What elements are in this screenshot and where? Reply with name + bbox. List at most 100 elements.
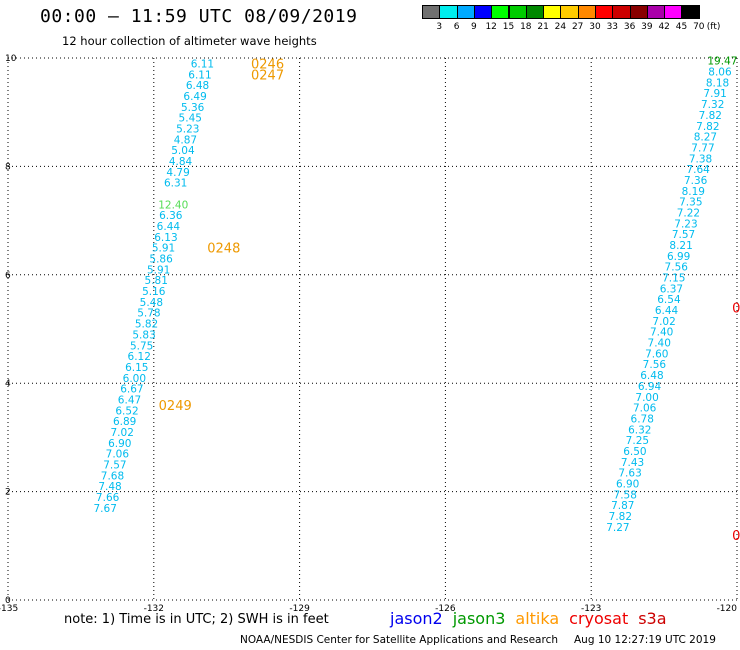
color-scale-label: 6 (453, 22, 460, 32)
wave-height-label: 6.44 (655, 305, 679, 317)
wave-height-label: 7.67 (94, 503, 117, 515)
wave-height-label: 6.36 (159, 210, 183, 222)
wave-height-label: 7.87 (611, 500, 634, 512)
wave-height-label: 7.02 (652, 316, 675, 328)
pass-time-label: 0249 (159, 399, 192, 414)
wave-height-label: 7.48 (98, 481, 121, 493)
wave-height-label: 6.11 (188, 69, 211, 81)
wave-height-label: 7.27 (606, 522, 629, 534)
credits-line: NOAA/NESDIS Center for Satellite Applica… (240, 634, 716, 646)
wave-height-label: 7.06 (633, 403, 657, 415)
wave-height-label: 6.52 (115, 405, 138, 417)
pass-time-label: 01 (732, 301, 740, 316)
wave-height-label: 7.56 (643, 359, 667, 371)
wave-height-label: 7.68 (101, 470, 124, 482)
wave-height-label: 7.57 (672, 229, 695, 241)
wave-height-label: 5.23 (176, 123, 199, 135)
legend-altika: altika (515, 609, 560, 628)
wave-height-label: 6.78 (631, 413, 654, 425)
wave-height-label: 5.16 (142, 286, 166, 298)
x-tick-label: -135 (0, 604, 18, 614)
wave-height-label: 5.91 (147, 264, 170, 276)
wave-height-label: 7.32 (701, 99, 724, 111)
wave-height-label: 5.75 (130, 340, 153, 352)
color-scale-legend: (ft) 3 6 9 12 15 18 21 24 27 30 33 36 39 42 45 70 (422, 5, 732, 35)
legend-cryosat: cryosat (569, 609, 629, 628)
wave-height-label: 5.04 (171, 145, 195, 157)
wave-height-label: 4.87 (174, 134, 197, 146)
wave-height-label: 5.81 (145, 275, 168, 287)
pass-time-label: 0104 (732, 529, 740, 544)
y-tick-label: 2 (5, 488, 11, 498)
wave-height-label: 6.13 (154, 232, 177, 244)
wave-height-label: 8.21 (669, 240, 692, 252)
wave-height-label: 5.45 (179, 113, 202, 125)
color-scale-label: 9 (471, 22, 477, 32)
wave-height-label: 6.31 (164, 178, 187, 190)
color-scale-label: 12 (485, 22, 497, 32)
wave-height-label: 6.00 (123, 373, 146, 385)
wave-height-label: 7.66 (96, 492, 120, 504)
wave-height-label: 6.11 (191, 58, 214, 70)
y-tick-label: 6 (5, 271, 11, 281)
wave-height-label: 4.84 (169, 156, 193, 168)
x-tick-label: -123 (581, 604, 601, 614)
wave-height-label: 7.58 (614, 489, 637, 501)
color-scale-label: 24 (554, 22, 567, 32)
color-scale-label: 45 (675, 22, 688, 32)
wave-height-label: 4.79 (166, 167, 189, 179)
color-scale-label: 21 (537, 22, 549, 32)
color-scale-label: 15 (502, 22, 515, 32)
wave-height-label: 6.37 (660, 283, 683, 295)
wave-height-label: 8.19 (682, 186, 705, 198)
wave-height-label: 7.63 (618, 468, 641, 480)
wave-height-label: 6.67 (120, 384, 143, 396)
wave-height-label: 5.36 (181, 102, 205, 114)
color-scale-swatch (681, 5, 700, 19)
x-tick-label: -120 (717, 604, 738, 614)
wave-height-label: 7.43 (621, 457, 644, 469)
color-scale-label: 27 (571, 22, 584, 32)
legend-s3a: s3a (638, 609, 667, 628)
credits-text: NOAA/NESDIS Center for Satellite Applica… (240, 634, 558, 646)
x-tick-label: -126 (435, 604, 456, 614)
wave-height-label: 6.99 (667, 251, 690, 263)
color-scale-label: 30 (589, 22, 601, 32)
y-tick-label: 4 (5, 379, 11, 389)
wave-height-label: 6.90 (108, 438, 131, 450)
wave-height-label: 7.22 (677, 207, 700, 219)
generated-timestamp: Aug 10 12:27:19 UTC 2019 (574, 634, 716, 646)
pass-time-label: 0246 (251, 57, 284, 72)
wave-height-label: 7.56 (665, 262, 689, 274)
wave-height-label: 6.48 (186, 80, 209, 92)
wave-height-label: 7.15 (662, 273, 685, 285)
wave-height-label: 12.40 (158, 199, 188, 211)
y-tick-label: 10 (5, 54, 17, 64)
pass-time-label: 0248 (207, 242, 240, 257)
y-tick-label: 0 (5, 596, 11, 606)
pass-time-label: 0247 (251, 68, 284, 83)
wave-height-label: 8.06 (708, 67, 732, 79)
wave-height-label: 6.44 (157, 221, 181, 233)
wave-height-label: 7.25 (626, 435, 649, 447)
wave-height-label: 7.23 (674, 218, 697, 230)
wave-height-label: 6.49 (183, 91, 206, 103)
color-scale-label: 18 (520, 22, 532, 32)
wave-height-label: 6.54 (657, 294, 681, 306)
wave-height-label: 7.91 (703, 88, 726, 100)
satellite-legend: jason2 jason3 altika cryosat s3a (390, 609, 677, 628)
color-scale-label: 42 (658, 22, 670, 32)
wave-height-label: 6.15 (125, 362, 148, 374)
color-scale-label: 36 (623, 22, 636, 32)
color-scale-unit: (ft) (706, 22, 721, 32)
wave-height-label: 6.94 (638, 381, 662, 393)
wave-height-label: 7.40 (650, 327, 673, 339)
wave-height-label: 7.64 (686, 164, 710, 176)
footnote: note: 1) Time is in UTC; 2) SWH is in fe… (64, 612, 329, 627)
wave-height-label: 7.35 (679, 197, 702, 209)
color-scale-label: 39 (641, 22, 653, 32)
wave-height-label: 7.82 (696, 121, 719, 133)
legend-jason2: jason2 (390, 609, 443, 628)
wave-height-label: 7.02 (111, 427, 134, 439)
